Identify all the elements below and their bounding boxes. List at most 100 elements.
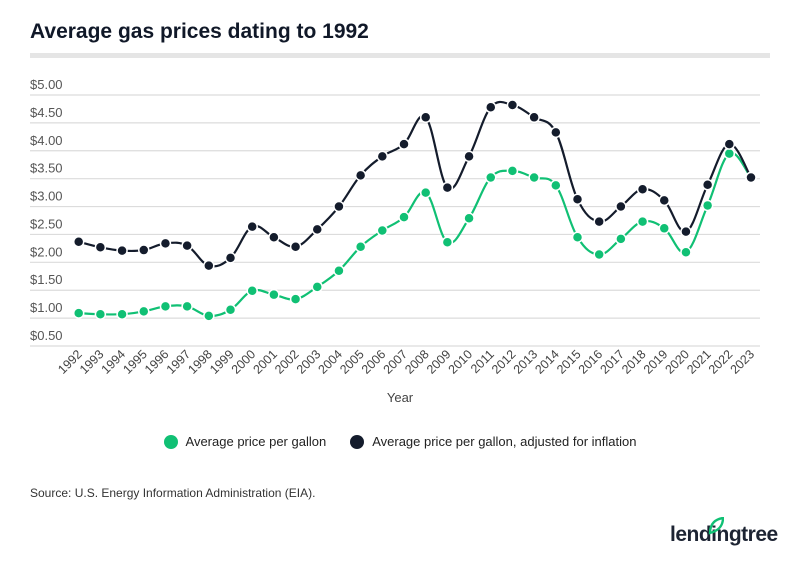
leaf-icon bbox=[708, 517, 724, 535]
x-tick-label: 2001 bbox=[250, 347, 280, 377]
data-point-1-2006[interactable] bbox=[376, 150, 389, 163]
data-point-0-2017[interactable] bbox=[615, 233, 627, 245]
x-tick-label: 1994 bbox=[99, 347, 129, 377]
data-point-0-2015[interactable] bbox=[571, 231, 584, 243]
data-point-0-2002[interactable] bbox=[289, 293, 302, 305]
data-point-0-2018[interactable] bbox=[636, 215, 649, 228]
y-tick-label: $1.00 bbox=[30, 300, 63, 315]
data-point-1-2017[interactable] bbox=[615, 200, 627, 213]
x-tick-label: 2009 bbox=[424, 347, 454, 377]
data-point-0-2021[interactable] bbox=[701, 199, 714, 212]
data-point-1-1993[interactable] bbox=[94, 241, 107, 254]
data-point-0-2007[interactable] bbox=[398, 211, 410, 223]
data-point-1-2014[interactable] bbox=[550, 126, 562, 139]
data-point-0-2019[interactable] bbox=[658, 222, 671, 235]
x-tick-label: 2003 bbox=[294, 347, 324, 377]
data-point-0-2013[interactable] bbox=[528, 171, 540, 184]
data-point-1-2022[interactable] bbox=[723, 138, 736, 150]
x-tick-label: 2022 bbox=[706, 347, 736, 377]
x-tick-label: 2020 bbox=[662, 347, 692, 377]
data-point-0-1999[interactable] bbox=[224, 303, 237, 316]
y-tick-label: $2.00 bbox=[30, 244, 63, 259]
data-point-0-2011[interactable] bbox=[485, 171, 497, 184]
data-point-1-1999[interactable] bbox=[224, 252, 237, 264]
x-tick-label: 2021 bbox=[684, 347, 714, 377]
data-point-1-2015[interactable] bbox=[571, 193, 584, 206]
data-point-1-1998[interactable] bbox=[203, 259, 215, 272]
x-tick-label: 2015 bbox=[554, 347, 584, 377]
data-point-0-1996[interactable] bbox=[159, 300, 172, 313]
data-point-0-2022[interactable] bbox=[723, 147, 736, 160]
data-point-0-2004[interactable] bbox=[333, 264, 345, 277]
series-line-1 bbox=[78, 100, 752, 268]
data-point-1-2013[interactable] bbox=[528, 111, 540, 124]
x-tick-label: 2013 bbox=[511, 347, 541, 377]
x-tick-label: 2004 bbox=[316, 347, 346, 377]
data-point-1-2008[interactable] bbox=[419, 111, 432, 124]
x-tick-label: 2016 bbox=[576, 347, 606, 377]
data-point-1-1997[interactable] bbox=[181, 239, 193, 252]
y-tick-label: $3.00 bbox=[30, 189, 63, 204]
data-point-0-2014[interactable] bbox=[550, 179, 562, 192]
data-point-0-2020[interactable] bbox=[680, 246, 692, 259]
data-point-0-2012[interactable] bbox=[506, 165, 519, 177]
data-point-1-1996[interactable] bbox=[159, 237, 172, 250]
lendingtree-logo[interactable]: lendingtree bbox=[670, 517, 778, 547]
data-point-1-2004[interactable] bbox=[333, 200, 345, 213]
data-point-1-2011[interactable] bbox=[485, 101, 497, 114]
data-point-1-2001[interactable] bbox=[268, 231, 280, 243]
data-point-0-2000[interactable] bbox=[246, 285, 258, 297]
x-tick-label: 2017 bbox=[597, 347, 627, 377]
legend: Average price per gallon Average price p… bbox=[0, 434, 800, 449]
data-point-0-2005[interactable] bbox=[354, 240, 367, 253]
x-tick-label: 2000 bbox=[229, 347, 259, 377]
legend-label: Average price per gallon, adjusted for i… bbox=[372, 434, 637, 449]
data-point-1-2000[interactable] bbox=[246, 220, 258, 233]
data-point-1-2007[interactable] bbox=[398, 138, 410, 150]
data-point-0-2016[interactable] bbox=[593, 248, 605, 261]
data-point-0-1994[interactable] bbox=[116, 308, 128, 320]
data-point-1-2019[interactable] bbox=[658, 194, 671, 207]
data-point-1-2002[interactable] bbox=[289, 240, 302, 253]
data-point-1-2010[interactable] bbox=[463, 150, 475, 163]
legend-item-inflation-adjusted[interactable]: Average price per gallon, adjusted for i… bbox=[350, 434, 636, 449]
data-point-1-2012[interactable] bbox=[506, 99, 519, 111]
data-point-0-2008[interactable] bbox=[419, 186, 432, 199]
data-point-1-1995[interactable] bbox=[138, 244, 150, 256]
y-tick-label: $4.00 bbox=[30, 133, 63, 148]
data-point-0-1997[interactable] bbox=[181, 300, 193, 313]
source-note: Source: U.S. Energy Information Administ… bbox=[30, 486, 316, 500]
data-point-0-1995[interactable] bbox=[138, 305, 150, 318]
data-point-0-1998[interactable] bbox=[203, 310, 215, 322]
x-tick-label: 2023 bbox=[728, 347, 758, 377]
x-tick-label: 2008 bbox=[402, 347, 432, 377]
data-point-1-2021[interactable] bbox=[701, 179, 714, 191]
title-divider bbox=[30, 53, 770, 58]
x-tick-label: 1998 bbox=[185, 347, 215, 377]
data-point-1-2023[interactable] bbox=[745, 171, 757, 184]
data-point-1-1994[interactable] bbox=[116, 244, 128, 257]
data-point-1-2009[interactable] bbox=[441, 181, 454, 194]
data-point-0-1993[interactable] bbox=[94, 308, 107, 320]
line-chart: $0.50 $1.00 $1.50 $2.00 $2.50 $3.00 $3.50 $4.00… bbox=[30, 77, 760, 405]
logo-text: lendingtree bbox=[670, 523, 778, 546]
y-tick-label: $5.00 bbox=[30, 77, 63, 92]
data-point-1-1992[interactable] bbox=[72, 235, 85, 248]
data-point-0-2010[interactable] bbox=[463, 212, 475, 225]
data-point-1-2016[interactable] bbox=[593, 215, 605, 228]
legend-item-price[interactable]: Average price per gallon bbox=[163, 434, 326, 449]
data-point-1-2005[interactable] bbox=[354, 169, 367, 182]
x-axis-label: Year bbox=[387, 390, 414, 405]
data-point-1-2003[interactable] bbox=[311, 223, 324, 236]
data-point-0-2001[interactable] bbox=[268, 288, 280, 301]
data-point-1-2020[interactable] bbox=[680, 225, 692, 238]
data-point-0-2003[interactable] bbox=[311, 281, 324, 293]
x-tick-label: 2010 bbox=[446, 347, 476, 377]
y-tick-label: $3.50 bbox=[30, 161, 63, 176]
data-point-0-2009[interactable] bbox=[441, 236, 454, 249]
y-tick-label: $4.50 bbox=[30, 105, 63, 120]
data-point-1-2018[interactable] bbox=[636, 183, 649, 196]
x-tick-label: 1996 bbox=[142, 347, 172, 377]
data-point-0-1992[interactable] bbox=[72, 307, 85, 319]
data-point-0-2006[interactable] bbox=[376, 224, 389, 237]
